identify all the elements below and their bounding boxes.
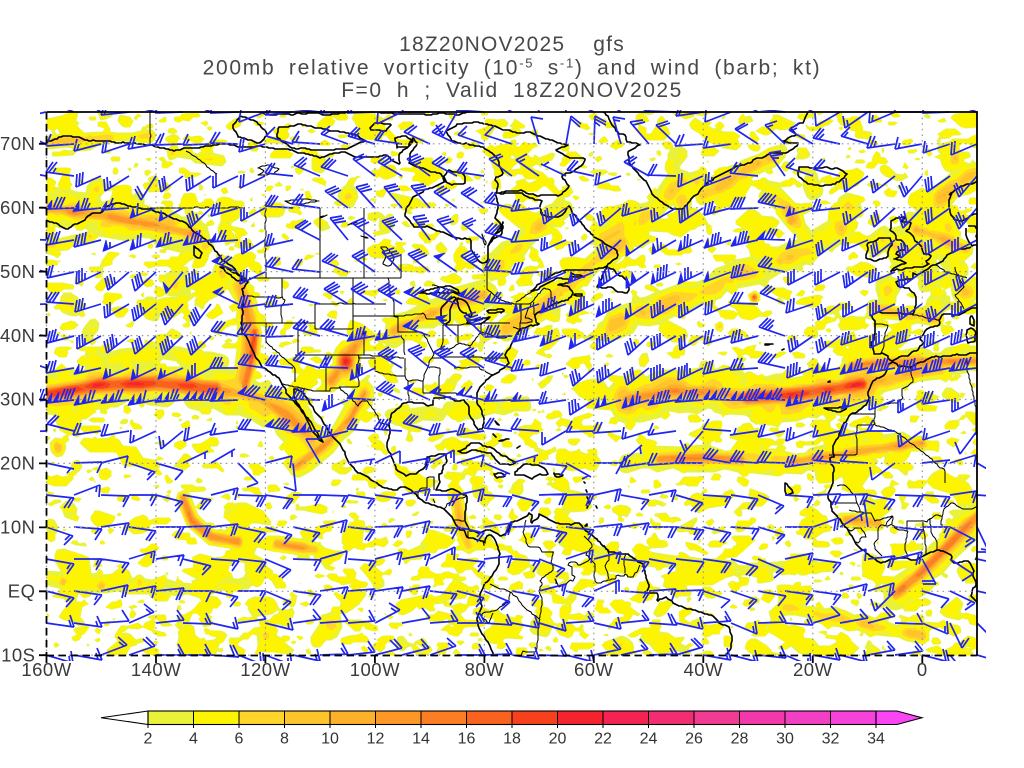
svg-text:200mb relative vorticity (10-5: 200mb relative vorticity (10-5 s-1) and … [203,56,822,80]
svg-text:60W: 60W [574,659,614,680]
svg-text:20: 20 [549,731,567,748]
svg-text:10S: 10S [1,644,35,665]
svg-text:30: 30 [776,731,794,748]
svg-text:14: 14 [412,731,430,748]
svg-text:34: 34 [867,731,885,748]
svg-text:12: 12 [367,731,385,748]
svg-text:100W: 100W [350,659,400,680]
svg-text:32: 32 [822,731,840,748]
svg-text:28: 28 [731,731,749,748]
svg-text:10: 10 [321,731,339,748]
svg-text:2: 2 [144,731,153,748]
svg-text:18: 18 [503,731,521,748]
svg-text:160W: 160W [21,659,71,680]
svg-text:4: 4 [189,731,198,748]
svg-text:40N: 40N [0,325,35,346]
svg-text:50N: 50N [0,261,35,282]
svg-text:24: 24 [640,731,658,748]
svg-text:70N: 70N [0,133,35,154]
svg-text:80W: 80W [465,659,505,680]
svg-text:10N: 10N [0,517,35,538]
svg-text:20N: 20N [0,453,35,474]
svg-text:26: 26 [685,731,703,748]
svg-text:22: 22 [594,731,612,748]
svg-text:16: 16 [458,731,476,748]
svg-text:18Z20NOV2025 gfs: 18Z20NOV2025 gfs [399,33,625,56]
svg-text:F=0 h ; Valid 18Z20NOV2025: F=0 h ; Valid 18Z20NOV2025 [341,79,683,102]
svg-text:120W: 120W [240,659,290,680]
svg-text:6: 6 [235,731,244,748]
svg-text:20W: 20W [793,659,833,680]
svg-text:60N: 60N [0,197,35,218]
svg-text:40W: 40W [684,659,724,680]
svg-text:8: 8 [280,731,289,748]
svg-text:0: 0 [917,659,928,680]
svg-text:140W: 140W [131,659,181,680]
svg-text:EQ: EQ [8,581,36,602]
svg-text:30N: 30N [0,389,35,410]
